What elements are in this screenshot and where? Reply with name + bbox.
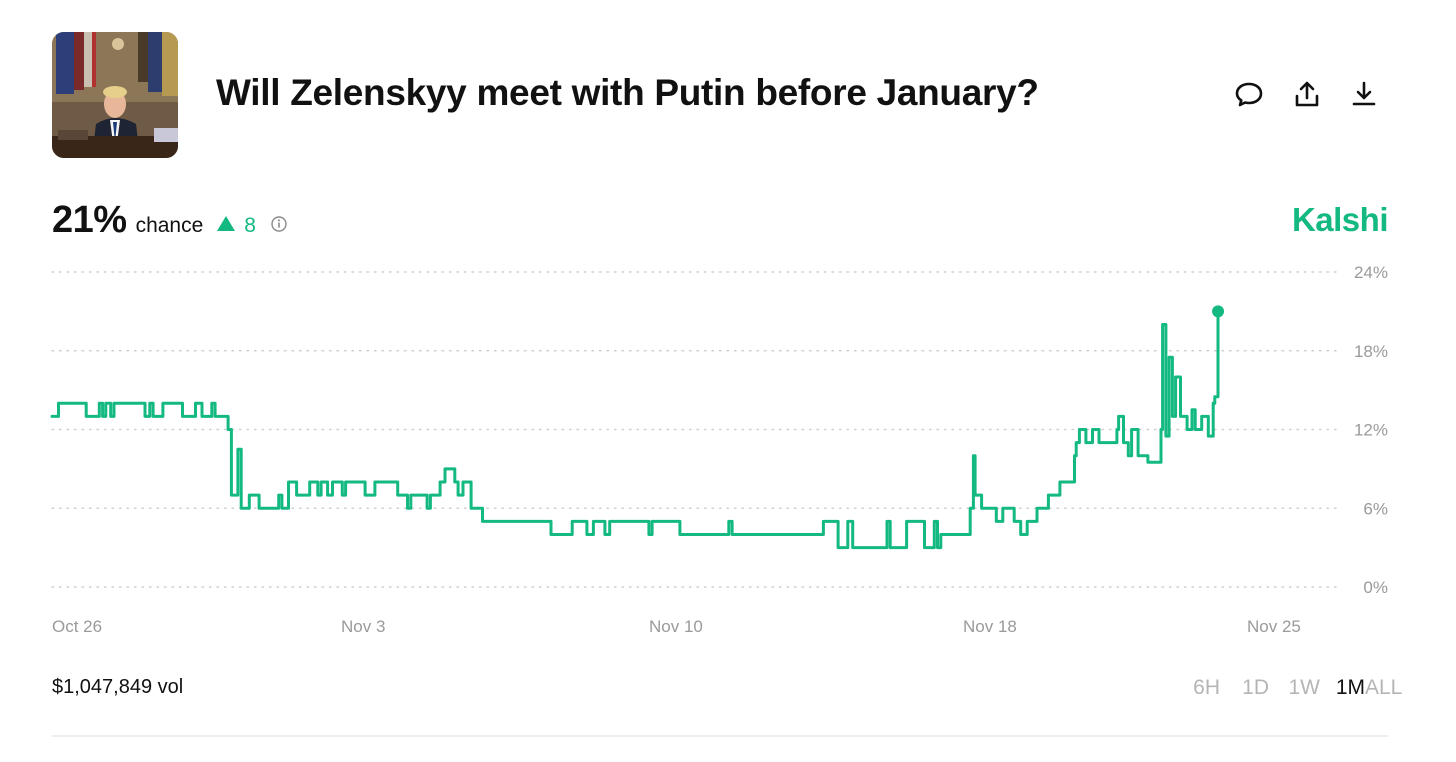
x-tick-label: Oct 26 — [52, 617, 102, 636]
divider — [52, 735, 1388, 737]
market-title: Will Zelenskyy meet with Putin before Ja… — [216, 72, 1039, 113]
probability-delta-value: 8 — [244, 214, 256, 237]
range-6h[interactable]: 6H — [1193, 676, 1220, 699]
current-point — [1212, 305, 1225, 318]
y-tick-label: 18% — [1354, 342, 1388, 361]
probability-delta: 8 — [217, 214, 256, 238]
share-button[interactable] — [1290, 77, 1324, 111]
price-chart: 24% 18% 12% 6% 0% Oct 26 Nov 3 Nov 10 Nov 18 Nov … — [50, 263, 1388, 636]
range-all[interactable]: ALL — [1365, 676, 1403, 699]
market-thumbnail — [52, 32, 178, 158]
volume-label: $1,047,849 vol — [52, 676, 184, 698]
y-tick-label: 6% — [1363, 499, 1388, 518]
y-tick-label: 12% — [1354, 421, 1388, 440]
range-1w[interactable]: 1W — [1288, 676, 1321, 699]
info-icon[interactable] — [270, 215, 288, 238]
x-tick-label: Nov 18 — [963, 617, 1017, 636]
market-photo — [52, 32, 178, 158]
series-line — [50, 309, 1220, 550]
download-button[interactable] — [1347, 77, 1381, 111]
range-1m[interactable]: 1M — [1335, 676, 1365, 699]
x-tick-label: Nov 10 — [649, 617, 703, 636]
share-icon — [1295, 81, 1319, 107]
probability-label: chance — [135, 214, 204, 237]
comment-button[interactable] — [1232, 77, 1266, 111]
y-tick-label: 24% — [1354, 263, 1388, 282]
range-1d[interactable]: 1D — [1242, 676, 1269, 699]
y-tick-label: 0% — [1363, 578, 1388, 597]
comment-icon — [1235, 82, 1263, 107]
time-range-selector: 6H 1D 1W 1M ALL — [1179, 674, 1403, 702]
brand-logo: Kalshi — [1291, 201, 1389, 238]
x-tick-label: Nov 3 — [341, 617, 385, 636]
download-icon — [1352, 81, 1376, 106]
probability-summary: 21% chance 8 — [52, 199, 288, 242]
x-tick-label: Nov 25 — [1247, 617, 1301, 636]
up-arrow-icon — [217, 216, 236, 231]
probability-value: 21% — [52, 199, 127, 241]
